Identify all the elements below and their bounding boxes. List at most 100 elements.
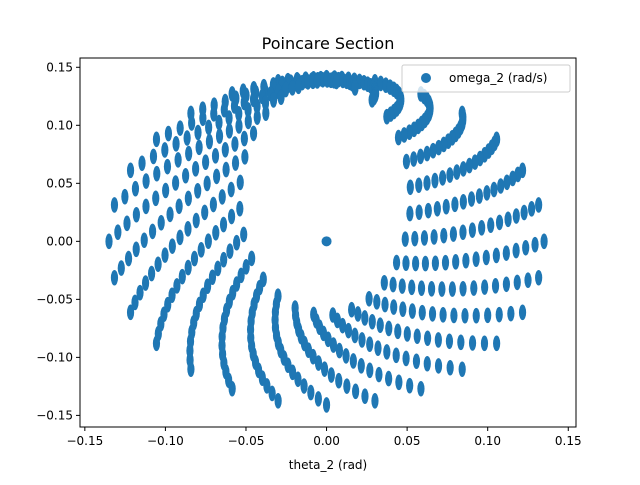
data-point bbox=[366, 336, 374, 353]
data-point bbox=[403, 326, 411, 342]
data-point bbox=[148, 223, 157, 240]
data-point bbox=[335, 372, 343, 389]
data-point bbox=[368, 313, 376, 330]
data-point bbox=[203, 278, 212, 295]
data-point bbox=[399, 301, 407, 318]
data-point bbox=[423, 355, 431, 372]
data-point bbox=[310, 306, 318, 323]
data-point bbox=[220, 251, 228, 268]
x-tick-label: −0.15 bbox=[66, 434, 103, 448]
data-point bbox=[201, 204, 209, 221]
data-point bbox=[184, 221, 192, 237]
data-point bbox=[449, 226, 458, 242]
data-point bbox=[415, 204, 423, 221]
data-point bbox=[225, 110, 233, 126]
data-point bbox=[446, 167, 454, 183]
data-point bbox=[105, 233, 113, 250]
data-point bbox=[210, 106, 218, 122]
data-point bbox=[458, 361, 466, 378]
data-point bbox=[253, 109, 261, 125]
data-point bbox=[237, 267, 245, 284]
data-point bbox=[342, 348, 350, 364]
data-point bbox=[412, 255, 420, 272]
data-point bbox=[439, 170, 447, 186]
data-point bbox=[395, 374, 403, 391]
data-point bbox=[161, 247, 169, 263]
x-tick-label: 0.00 bbox=[313, 434, 340, 448]
data-point bbox=[491, 278, 500, 294]
data-point bbox=[487, 217, 495, 234]
data-point bbox=[392, 254, 401, 271]
data-point bbox=[212, 224, 220, 241]
data-point bbox=[358, 332, 366, 348]
data-point bbox=[429, 142, 437, 159]
data-point bbox=[329, 307, 337, 323]
data-point bbox=[221, 141, 229, 158]
data-point bbox=[335, 342, 344, 359]
y-tick-label: 0.15 bbox=[46, 60, 73, 74]
data-point bbox=[274, 393, 282, 409]
data-point bbox=[203, 175, 211, 192]
data-point bbox=[522, 239, 530, 256]
data-point-origin bbox=[321, 236, 332, 247]
data-point bbox=[132, 241, 140, 258]
data-point bbox=[452, 254, 460, 270]
data-point bbox=[231, 155, 240, 171]
data-point bbox=[140, 232, 148, 249]
data-point bbox=[413, 328, 421, 345]
data-point bbox=[373, 294, 381, 310]
data-point bbox=[410, 151, 418, 167]
data-point bbox=[483, 185, 491, 201]
data-point bbox=[374, 340, 382, 356]
data-point bbox=[121, 188, 129, 205]
data-point bbox=[184, 190, 192, 207]
data-point bbox=[528, 201, 536, 217]
data-point bbox=[174, 152, 182, 168]
data-point bbox=[168, 238, 176, 254]
data-point bbox=[416, 148, 425, 165]
data-point bbox=[400, 127, 408, 143]
data-point bbox=[176, 229, 184, 246]
data-point bbox=[401, 231, 409, 247]
data-point bbox=[470, 280, 478, 296]
data-point bbox=[231, 136, 239, 152]
data-point bbox=[468, 335, 477, 351]
data-point bbox=[175, 198, 183, 215]
data-point bbox=[423, 175, 431, 191]
data-point bbox=[204, 233, 212, 250]
data-point bbox=[417, 280, 426, 297]
data-point bbox=[495, 306, 503, 323]
data-point bbox=[197, 242, 205, 258]
data-point bbox=[268, 385, 276, 402]
data-point bbox=[313, 73, 321, 89]
data-point bbox=[383, 344, 391, 360]
data-point bbox=[418, 304, 426, 321]
data-point bbox=[227, 208, 236, 225]
data-point bbox=[153, 165, 161, 182]
data-point bbox=[259, 271, 267, 288]
data-point bbox=[176, 120, 184, 136]
data-point bbox=[480, 335, 489, 352]
data-point bbox=[385, 320, 393, 337]
data-point bbox=[434, 358, 443, 374]
data-point bbox=[434, 332, 442, 348]
data-point bbox=[300, 378, 308, 394]
data-point bbox=[368, 92, 376, 108]
data-point bbox=[503, 174, 511, 191]
data-point bbox=[440, 227, 448, 244]
data-point bbox=[406, 179, 414, 196]
data-point bbox=[329, 337, 338, 353]
data-point bbox=[430, 229, 438, 245]
data-point bbox=[383, 108, 391, 125]
plot-area bbox=[105, 69, 548, 413]
data-point bbox=[148, 265, 156, 282]
data-point bbox=[314, 391, 322, 407]
data-point bbox=[518, 304, 527, 321]
data-point bbox=[467, 191, 476, 207]
data-point bbox=[343, 378, 351, 394]
data-point bbox=[471, 154, 479, 170]
data-point bbox=[424, 202, 432, 219]
data-point bbox=[142, 173, 150, 189]
